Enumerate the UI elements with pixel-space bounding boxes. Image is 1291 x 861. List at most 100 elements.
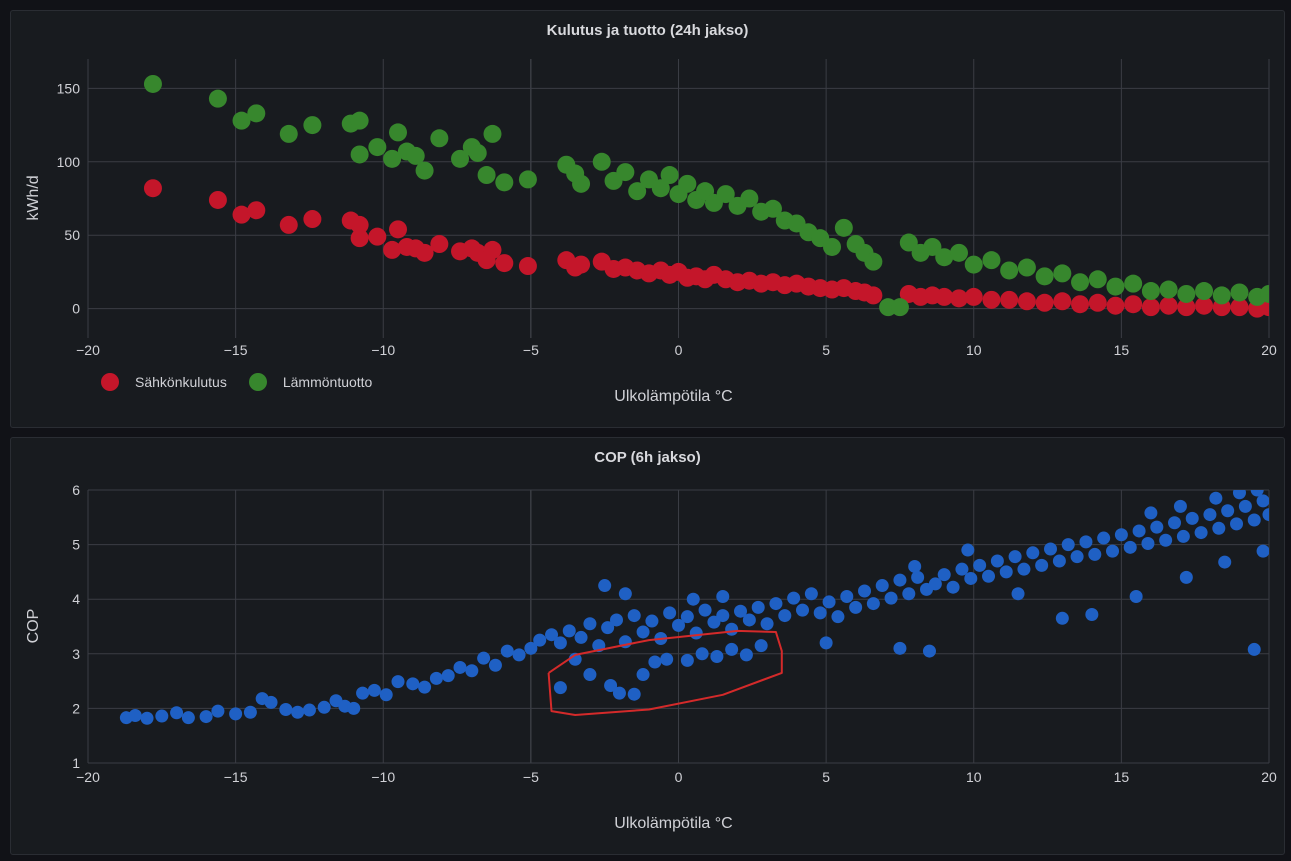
cop-x-tick-label: −20 [76,769,100,785]
cop-series-0-point [716,589,730,603]
cop-series-0-point [813,606,827,620]
cop-series-0-point [769,597,783,611]
cop-series-0-point [170,706,184,720]
consumption-series-0-point [1035,293,1054,312]
cop-series-0-point [1218,555,1232,569]
cop-series-0-point [636,668,650,682]
consumption-series-0-point [1195,296,1214,315]
cop-series-0-point [672,618,685,632]
cop-series-0-point [264,695,278,709]
cop-series-0-point [609,613,623,627]
cop-series-0-point [553,681,567,695]
consumption-series-1-point [1260,284,1269,303]
cop-series-0-point [1194,526,1208,540]
consumption-panel: Kulutus ja tuotto (24h jakso) −20 −15 −10−… [10,10,1285,428]
consumption-series-0-point [430,235,449,254]
cop-series-0-point [1011,587,1025,601]
cop-series-0-point [999,565,1013,579]
consumption-plot-area [143,74,1269,318]
consumption-series-1-point [406,146,425,165]
consumption-series-1-point [935,248,954,267]
cop-series-0-point [1132,524,1146,538]
consumption-series-0-point [1124,295,1143,314]
consumption-series-1-point [350,145,369,164]
consumption-series-1-point [1141,282,1160,301]
cop-series-0-point [707,615,721,629]
consumption-y-tick-label: 0 [72,301,80,317]
cop-series-0-point [1250,490,1264,497]
cop-series-0-point [858,584,872,598]
cop-series-0-point [562,624,576,638]
consumption-series-1-point [430,129,449,148]
cop-series-0-point [477,651,491,665]
cop-y-tick-label: 6 [72,482,80,498]
cop-series-0-point [181,711,195,725]
consumption-series-1-point [572,174,591,193]
consumption-series-0-point [368,227,387,246]
cop-series-0-point [893,573,907,587]
consumption-x-tick-label: 5 [822,342,830,358]
consumption-series-0-point [483,240,502,259]
cop-y-tick-label: 4 [72,591,80,607]
consumption-x-tick-label: −5 [523,342,539,358]
consumption-x-tick-label: 0 [675,342,683,358]
cop-series-0-point [1129,589,1143,603]
consumption-series-1-point [468,143,487,162]
cop-series-0-point [512,648,526,662]
cop-series-0-point [367,683,381,697]
cop-series-0-point [1085,607,1099,621]
cop-series-0-point [1017,562,1031,576]
cop-series-0-point [1262,508,1269,522]
legend-item-electricity[interactable]: Sähkönkulutus [101,373,227,391]
legend-label-electricity: Sähkönkulutus [135,374,227,390]
consumption-series-0-point [1088,293,1107,312]
cop-series-0-point [302,703,316,717]
consumption-series-1-point [823,237,842,256]
cop-series-0-point [418,680,432,694]
cop-series-0-point [689,626,703,640]
consumption-series-1-point [1177,284,1196,303]
cop-series-0-point [946,580,960,594]
cop-series-0-point [751,600,765,614]
cop-series-0-point [1247,513,1261,527]
cop-series-0-point [955,562,969,576]
consumption-series-1-point [1000,261,1019,280]
cop-series-0-point [1185,511,1199,525]
consumption-series-1-point [628,182,647,201]
consumption-series-0-point [303,210,322,229]
cop-x-tick-label: 15 [1114,769,1130,785]
consumption-series-0-point [572,255,591,274]
consumption-chart: −20 −15 −10 −5 0 5 10 15 20 0 50 100 150 Ulkolämpötil… [25,59,1277,405]
cop-x-tick-label: 0 [675,769,683,785]
cop-series-0-point [1026,546,1040,560]
consumption-series-0-point [964,287,983,306]
cop-x-tick-label: −5 [523,769,539,785]
cop-series-0-point [663,606,677,620]
cop-series-0-point [627,687,641,701]
consumption-series-1-point [143,74,162,93]
cop-series-0-point [488,658,502,672]
consumption-x-axis-title: Ulkolämpötila °C [614,388,732,405]
consumption-series-0-point [935,287,954,306]
cop-series-0-point [1044,542,1058,556]
consumption-series-0-point [1230,298,1249,317]
cop-series-0-point [686,592,700,606]
cop-series-0-point [875,579,889,593]
cop-series-0-point [645,614,659,628]
consumption-y-tick-label: 50 [64,227,80,243]
cop-series-0-point [961,543,975,557]
cop-series-0-point [1052,554,1066,568]
cop-series-0-point [211,704,225,718]
consumption-series-1-point [616,163,635,182]
consumption-series-0-point [389,220,408,239]
legend-item-heat[interactable]: Lämmöntuotto [248,373,372,391]
consumption-series-0-point [1141,298,1160,317]
cop-series-0-point [604,678,618,692]
cop-series-0-point [1141,537,1155,551]
consumption-series-1-point [982,251,1001,270]
consumption-series-0-point [247,201,266,220]
consumption-y-tick-label: 150 [57,80,81,96]
cop-y-tick-label: 1 [72,755,80,771]
consumption-series-1-point [1035,267,1054,286]
consumption-series-1-point [1088,270,1107,289]
